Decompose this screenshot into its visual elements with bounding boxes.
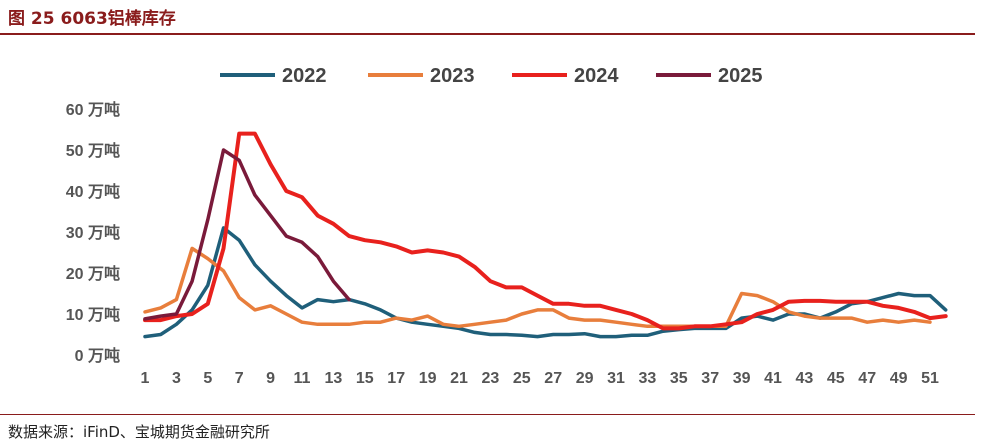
x-tick-label: 25 (513, 370, 531, 387)
x-tick-label: 31 (607, 370, 625, 387)
series-line-2025 (143, 148, 351, 321)
chart-legend: 2022 2023 2024 2025 (220, 65, 763, 87)
x-tick-label: 15 (356, 370, 374, 387)
x-tick-label: 49 (890, 370, 908, 387)
x-tick-label: 17 (387, 370, 405, 387)
legend-label-2025: 2025 (718, 65, 763, 87)
y-tick-label: 40 万吨 (66, 182, 120, 201)
x-tick-label: 47 (858, 370, 876, 387)
y-axis: 0 万吨 10 万吨 20 万吨 30 万吨 40 万吨 50 万吨 60 万吨 (66, 100, 120, 365)
series-line-2023 (143, 246, 932, 329)
x-tick-label: 27 (544, 370, 562, 387)
title-divider (0, 33, 975, 35)
x-tick-label: 21 (450, 370, 468, 387)
series-line-2024 (143, 131, 948, 331)
x-tick-label: 19 (419, 370, 437, 387)
y-tick-label: 0 万吨 (75, 346, 120, 365)
x-tick-label: 51 (921, 370, 939, 387)
source-note: 数据来源：iFinD、宝城期货金融研究所 (8, 423, 270, 441)
legend-label-2024: 2024 (574, 65, 619, 87)
x-tick-label: 33 (639, 370, 657, 387)
x-tick-label: 9 (266, 370, 275, 387)
x-tick-label: 35 (670, 370, 688, 387)
x-tick-label: 45 (827, 370, 845, 387)
y-tick-label: 30 万吨 (66, 223, 120, 242)
x-tick-label: 41 (764, 370, 782, 387)
y-tick-label: 60 万吨 (66, 100, 120, 119)
y-tick-label: 20 万吨 (66, 264, 120, 283)
x-tick-label: 43 (796, 370, 814, 387)
x-tick-label: 3 (172, 370, 181, 387)
x-tick-label: 39 (733, 370, 751, 387)
x-tick-label: 7 (235, 370, 244, 387)
plot-area (143, 131, 948, 339)
x-tick-label: 5 (203, 370, 212, 387)
x-tick-label: 13 (325, 370, 343, 387)
x-tick-label: 23 (482, 370, 500, 387)
x-tick-label: 37 (701, 370, 719, 387)
x-tick-label: 1 (141, 370, 150, 387)
y-tick-label: 10 万吨 (66, 305, 120, 324)
y-tick-label: 50 万吨 (66, 141, 120, 160)
legend-label-2023: 2023 (430, 65, 475, 87)
x-tick-label: 11 (294, 370, 311, 387)
x-tick-label: 29 (576, 370, 594, 387)
x-axis: 1 3 5 7 9 11 13 15 17 19 21 23 25 27 29 31 33 35 37 39 41 43 4… (141, 370, 939, 387)
page-title: 图 25 6063铝棒库存 (8, 9, 176, 29)
legend-label-2022: 2022 (282, 65, 327, 87)
footer-divider (0, 414, 975, 415)
series-line-2022 (143, 226, 948, 339)
